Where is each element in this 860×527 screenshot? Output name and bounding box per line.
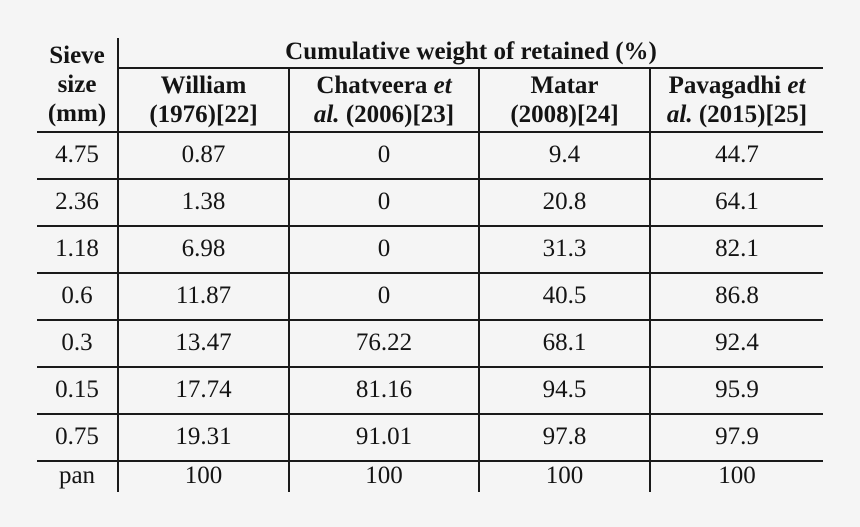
pavagadhi-value-cell: 100 bbox=[718, 462, 756, 490]
william-value-cell: 100 bbox=[118, 460, 290, 492]
sieve-size-column-header: Sieve size (mm) bbox=[37, 38, 119, 133]
chatveera-value-cell: 76.22 bbox=[289, 319, 480, 368]
william-value-cell: 17.74 bbox=[118, 366, 290, 415]
author-name: Chatveera bbox=[316, 71, 428, 99]
william-value-cell: 6.98 bbox=[118, 225, 290, 274]
sieve-header-line: Sieve bbox=[49, 41, 105, 69]
author-ref: (1976)[22] bbox=[149, 100, 258, 128]
pavagadhi-value-cell: 92.4 bbox=[650, 319, 824, 368]
pavagadhi-value-cell: 82.1 bbox=[650, 225, 824, 274]
chatveera-value-cell: 0 bbox=[289, 131, 480, 180]
william-value-cell: 1.38 bbox=[118, 178, 290, 227]
sieve-size-cell: 1.18 bbox=[37, 225, 119, 274]
william-value-cell: 13.47 bbox=[118, 319, 290, 368]
pavagadhi-value-cell: 97.9 bbox=[650, 413, 824, 462]
author-ref: (2006)[23] bbox=[345, 100, 455, 128]
author-ref: (2008)[24] bbox=[510, 100, 619, 128]
chatveera-value-cell: 0 bbox=[289, 272, 480, 321]
sieve-size-cell: 0.6 bbox=[37, 272, 119, 321]
chatveera-value-cell: 0 bbox=[289, 225, 480, 274]
column-header-matar: Matar (2008)[24] bbox=[479, 67, 651, 133]
cumulative-weight-span-header: Cumulative weight of retained (%) bbox=[118, 38, 824, 69]
sieve-size-cell: pan bbox=[37, 460, 119, 492]
column-header-chatveera: Chatveera et al. (2006)[23] bbox=[289, 67, 480, 133]
author-name: Pavagadhi bbox=[668, 71, 782, 99]
table-row-pan: pan 100 100 100 100 bbox=[37, 460, 823, 492]
sieve-header-line: (mm) bbox=[47, 99, 107, 127]
author-et: et bbox=[787, 71, 806, 99]
sieve-size-cell: 0.15 bbox=[37, 366, 119, 415]
matar-value-cell: 68.1 bbox=[479, 319, 651, 368]
author-et: et bbox=[433, 71, 452, 99]
sieve-size-cell: 0.75 bbox=[37, 413, 119, 462]
chatveera-value-cell: 100 bbox=[289, 460, 480, 492]
matar-value-cell: 31.3 bbox=[479, 225, 651, 274]
pavagadhi-value-cell: 95.9 bbox=[650, 366, 824, 415]
chatveera-value-cell: 0 bbox=[289, 178, 480, 227]
header-row-span: Sieve size (mm) Cumulative weight of ret… bbox=[37, 38, 824, 133]
chatveera-value-cell: 81.16 bbox=[289, 366, 480, 415]
matar-value-cell: 20.8 bbox=[479, 178, 651, 227]
matar-value-cell: 94.5 bbox=[479, 366, 651, 415]
sieve-header-line: size bbox=[57, 70, 97, 98]
william-value-cell: 0.87 bbox=[118, 131, 290, 180]
column-header-william: William (1976)[22] bbox=[118, 67, 290, 133]
author-al: al. bbox=[313, 100, 340, 128]
sieve-size-cell: 4.75 bbox=[37, 131, 119, 180]
author-al: al. bbox=[666, 100, 693, 128]
author-name: William bbox=[160, 71, 247, 99]
sieve-size-cell: 2.36 bbox=[37, 178, 119, 227]
william-value-cell: 11.87 bbox=[118, 272, 290, 321]
matar-value-cell: 100 bbox=[479, 460, 651, 492]
table-row: 0.15 17.74 81.16 94.5 95.9 bbox=[37, 366, 824, 415]
table-row: 0.75 19.31 91.01 97.8 97.9 bbox=[37, 413, 824, 462]
table-row: 1.18 6.98 0 31.3 82.1 bbox=[37, 225, 824, 274]
matar-value-cell: 97.8 bbox=[479, 413, 651, 462]
table-row: 0.6 11.87 0 40.5 86.8 bbox=[37, 272, 824, 321]
table-row: 0.3 13.47 76.22 68.1 92.4 bbox=[37, 319, 824, 368]
sieve-analysis-table: Sieve size (mm) Cumulative weight of ret… bbox=[37, 38, 824, 492]
column-header-pavagadhi: Pavagadhi et al. (2015)[25] bbox=[650, 67, 824, 133]
pavagadhi-value-cell: 44.7 bbox=[650, 131, 824, 180]
chatveera-value-cell: 91.01 bbox=[289, 413, 480, 462]
pavagadhi-value-cell: 64.1 bbox=[650, 178, 824, 227]
author-ref: (2015)[25] bbox=[698, 100, 808, 128]
sieve-size-cell: 0.3 bbox=[37, 319, 119, 368]
pavagadhi-value-cell: 86.8 bbox=[650, 272, 824, 321]
table-row: 4.75 0.87 0 9.4 44.7 bbox=[37, 131, 824, 180]
william-value-cell: 19.31 bbox=[118, 413, 290, 462]
matar-value-cell: 40.5 bbox=[479, 272, 651, 321]
matar-value-cell: 9.4 bbox=[479, 131, 651, 180]
author-name: Matar bbox=[530, 71, 599, 99]
table-row: 2.36 1.38 0 20.8 64.1 bbox=[37, 178, 824, 227]
header-row-authors: William (1976)[22] Chatveera et al. (200… bbox=[37, 67, 824, 133]
